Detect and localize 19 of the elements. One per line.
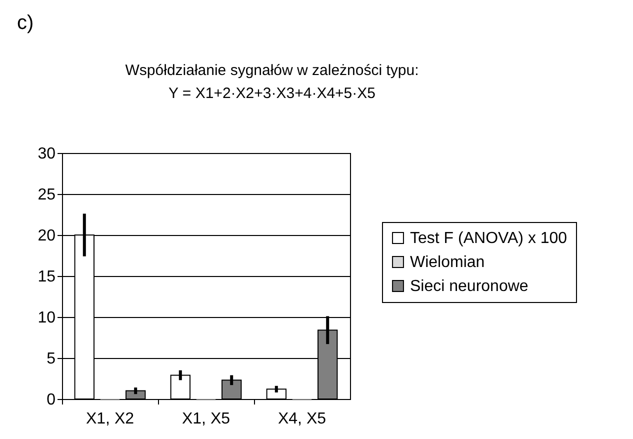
text: c)	[17, 12, 34, 34]
y-tick-label: 25	[38, 186, 56, 204]
y-tick-label: 30	[38, 146, 56, 162]
bar	[170, 374, 190, 400]
x-tick-label: X4, X5	[278, 410, 326, 428]
y-tick-label: 5	[46, 350, 56, 368]
y-tick-label: 15	[38, 268, 56, 286]
chart-subtitle: Y = X1+2·X2+3·X3+4·X4+5·X5	[168, 85, 376, 102]
legend-label: Test F (ANOVA) x 100	[410, 230, 568, 247]
chart-title: Współdziałanie sygnałów w zależności typu:	[125, 62, 419, 79]
y-tick-label: 10	[38, 310, 56, 326]
y-tick-label: 0	[46, 392, 56, 408]
legend-label: Wielomian	[410, 254, 485, 271]
legend-label: Sieci neuronowe	[410, 278, 528, 295]
x-tick-label: X1, X2	[86, 410, 134, 428]
y-tick-label: 20	[38, 228, 56, 244]
bar	[126, 390, 146, 400]
bar	[266, 388, 286, 400]
x-tick-label: X1, X5	[182, 410, 230, 428]
